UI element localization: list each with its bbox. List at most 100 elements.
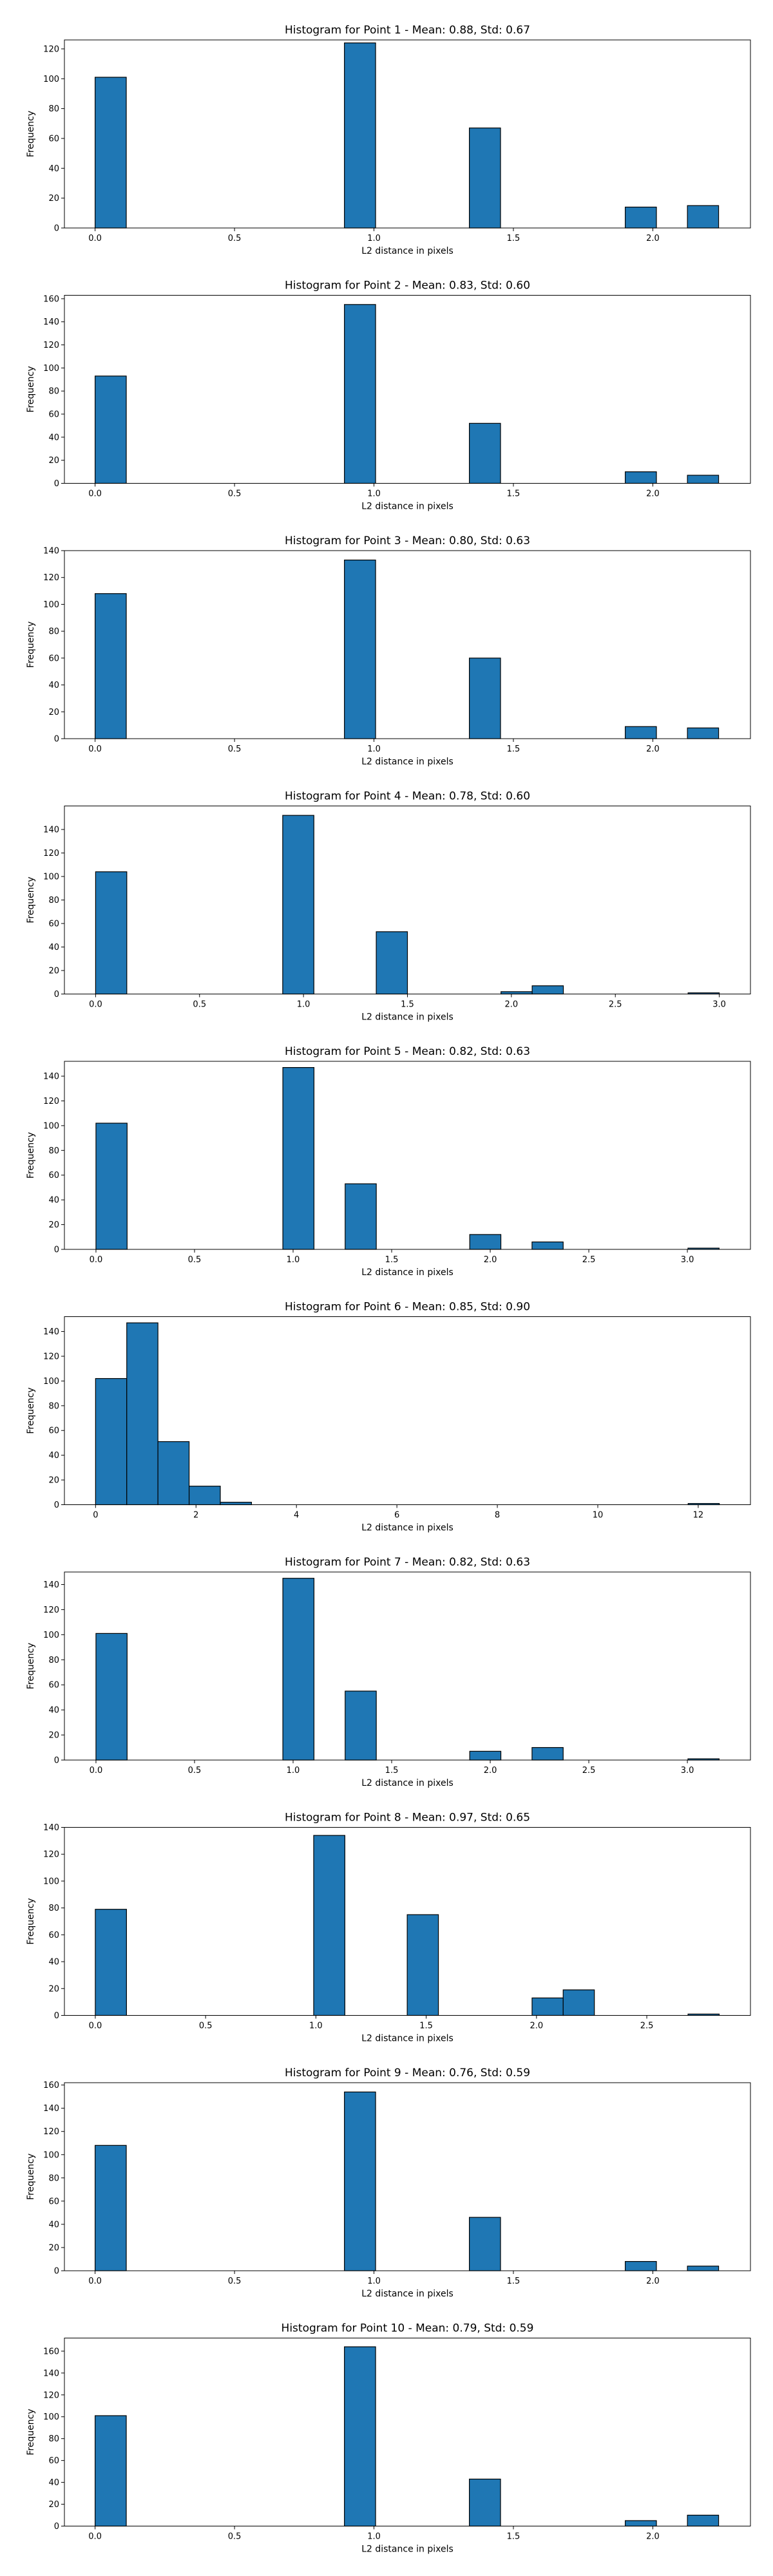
- x-tick-label: 1.0: [367, 2532, 381, 2542]
- x-tick-label: 3.0: [712, 1000, 726, 1010]
- histogram-bar: [625, 2260, 657, 2271]
- y-tick-label: 80: [48, 2174, 59, 2183]
- y-tick-label: 60: [48, 1681, 59, 1690]
- histogram-panel: Histogram for Point 5 - Mean: 0.82, Std:…: [26, 1045, 751, 1278]
- x-tick-label: 1.0: [367, 489, 381, 499]
- histogram-bar: [469, 2478, 501, 2527]
- y-tick-label: 0: [54, 1245, 59, 1255]
- y-tick-label: 80: [48, 627, 59, 637]
- plot-frame: [64, 295, 751, 484]
- histogram-bar: [282, 815, 314, 995]
- histogram-bar: [344, 304, 376, 484]
- y-tick-label: 160: [43, 294, 59, 304]
- histogram-bar: [157, 1441, 190, 1506]
- y-tick-label: 140: [43, 1580, 59, 1590]
- x-tick-label: 1.5: [401, 1000, 414, 1010]
- x-tick-label: 1.0: [287, 1255, 300, 1265]
- x-tick-label: 2.0: [530, 2022, 543, 2031]
- histogram-panel: Histogram for Point 7 - Mean: 0.82, Std:…: [26, 1556, 751, 1788]
- y-tick-label: 100: [43, 364, 59, 374]
- histogram-panel: Histogram for Point 10 - Mean: 0.79, Std…: [26, 2322, 751, 2555]
- histogram-bar: [95, 2415, 127, 2527]
- y-tick-label: 0: [54, 2011, 59, 2021]
- y-tick-label: 100: [43, 2412, 59, 2422]
- y-tick-label: 80: [48, 1401, 59, 1411]
- plot-frame: [64, 1316, 751, 1505]
- y-axis-label: Frequency: [26, 111, 36, 157]
- y-tick-label: 60: [48, 1931, 59, 1940]
- y-tick-label: 60: [48, 1426, 59, 1436]
- y-axis-label: Frequency: [26, 1643, 36, 1689]
- y-tick-label: 0: [54, 479, 59, 489]
- histogram-bar: [344, 2346, 376, 2527]
- histogram-bar: [531, 1241, 564, 1250]
- y-tick-label: 20: [48, 456, 59, 466]
- histogram-bar: [687, 205, 720, 229]
- x-tick-label: 1.0: [367, 744, 381, 754]
- x-tick-label: 2.0: [646, 2532, 660, 2542]
- x-tick-label: 0.5: [228, 2277, 242, 2286]
- y-tick-label: 0: [54, 735, 59, 744]
- chart-title: Histogram for Point 2 - Mean: 0.83, Std:…: [285, 279, 530, 292]
- y-tick-label: 0: [54, 1501, 59, 1510]
- chart-title: Histogram for Point 10 - Mean: 0.79, Std…: [282, 2322, 534, 2335]
- x-tick-label: 0.5: [188, 1766, 202, 1776]
- y-tick-label: 20: [48, 194, 59, 204]
- y-tick-label: 120: [43, 2127, 59, 2137]
- histogram-bar: [95, 1909, 127, 2016]
- x-tick-label: 1.5: [507, 489, 520, 499]
- y-tick-label: 100: [43, 873, 59, 882]
- y-tick-label: 80: [48, 1656, 59, 1665]
- chart-title: Histogram for Point 4 - Mean: 0.78, Std:…: [285, 790, 530, 803]
- y-tick-label: 120: [43, 573, 59, 583]
- y-tick-label: 20: [48, 1731, 59, 1741]
- histogram-panel: Histogram for Point 2 - Mean: 0.83, Std:…: [26, 279, 751, 512]
- y-tick-label: 20: [48, 1984, 59, 1994]
- y-tick-label: 20: [48, 708, 59, 717]
- x-tick-label: 2.5: [640, 2022, 654, 2031]
- y-tick-label: 60: [48, 134, 59, 144]
- x-tick-label: 0.0: [90, 1255, 103, 1265]
- y-tick-label: 40: [48, 681, 59, 690]
- y-axis-label: Frequency: [26, 876, 36, 923]
- x-tick-label: 1.0: [297, 1000, 310, 1010]
- y-tick-label: 100: [43, 1121, 59, 1131]
- y-tick-label: 100: [43, 1377, 59, 1387]
- y-tick-label: 80: [48, 1904, 59, 1913]
- x-tick-label: 2.0: [484, 1255, 497, 1265]
- y-tick-label: 140: [43, 547, 59, 556]
- y-tick-label: 120: [43, 849, 59, 858]
- x-axis-label: L2 distance in pixels: [361, 1778, 453, 1788]
- histogram-bar: [687, 2266, 720, 2271]
- histogram-bar: [687, 475, 720, 484]
- x-tick-label: 0.5: [228, 489, 242, 499]
- x-tick-label: 0.0: [89, 1000, 102, 1010]
- x-tick-label: 1.0: [367, 234, 381, 243]
- y-tick-label: 40: [48, 433, 59, 442]
- y-tick-label: 120: [43, 1352, 59, 1361]
- histogram-bar: [95, 77, 127, 229]
- y-tick-label: 40: [48, 2478, 59, 2488]
- x-tick-label: 0: [93, 1511, 98, 1520]
- y-tick-label: 120: [43, 2391, 59, 2400]
- x-tick-label: 8: [495, 1511, 500, 1520]
- chart-title: Histogram for Point 1 - Mean: 0.88, Std:…: [285, 24, 530, 37]
- histogram-bar: [95, 1378, 128, 1506]
- histogram-bar: [406, 1914, 439, 2016]
- x-tick-label: 0.5: [228, 2532, 242, 2542]
- histogram-panel: Histogram for Point 3 - Mean: 0.80, Std:…: [26, 535, 751, 767]
- y-tick-label: 0: [54, 2522, 59, 2532]
- x-tick-label: 1.5: [385, 1766, 399, 1776]
- y-tick-label: 80: [48, 2434, 59, 2444]
- x-tick-label: 2.0: [646, 744, 660, 754]
- x-tick-label: 0.5: [188, 1255, 202, 1265]
- chart-title: Histogram for Point 3 - Mean: 0.80, Std:…: [285, 535, 530, 547]
- x-tick-label: 10: [593, 1511, 604, 1520]
- y-axis-label: Frequency: [26, 1132, 36, 1179]
- x-tick-label: 0.0: [88, 489, 102, 499]
- histogram-bar: [345, 1183, 377, 1250]
- y-tick-label: 60: [48, 2197, 59, 2206]
- x-tick-label: 0.0: [88, 744, 102, 754]
- histogram-panel: Histogram for Point 6 - Mean: 0.85, Std:…: [26, 1301, 751, 1533]
- histogram-bar: [531, 985, 564, 995]
